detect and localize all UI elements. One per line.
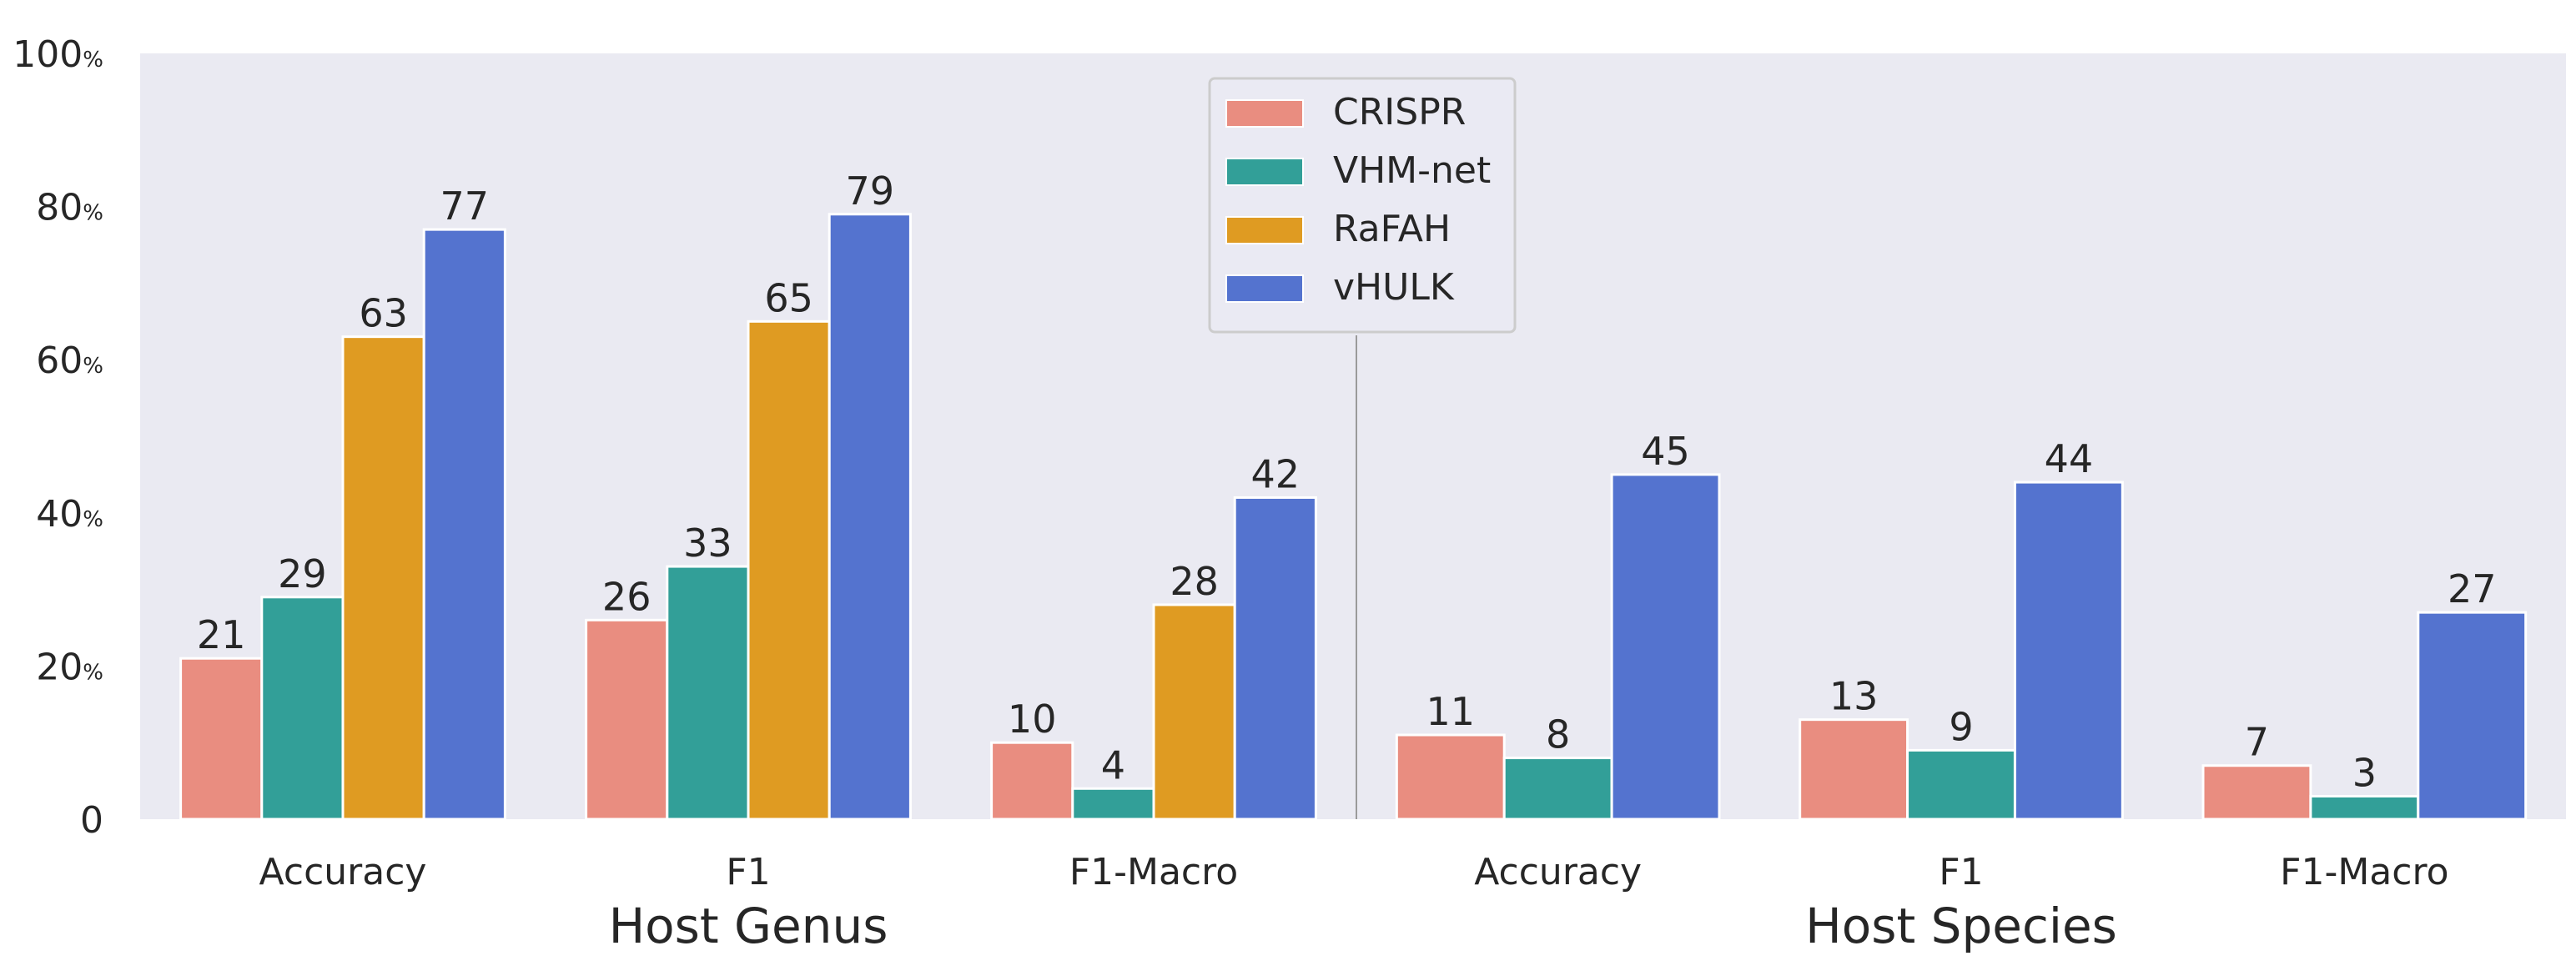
x-tick-label: Accuracy (259, 851, 427, 893)
bar-value-label: 29 (278, 551, 327, 596)
bar (585, 618, 669, 821)
x-tick-label: F1 (726, 851, 770, 893)
bar-value-label: 28 (1170, 559, 1219, 604)
bars (179, 213, 2528, 821)
x-tick-label: F1-Macro (1069, 851, 1238, 893)
legend-box (1208, 77, 1517, 334)
y-tick-label: 100% (13, 33, 103, 76)
bar-value-label: 9 (1949, 704, 1973, 749)
y-tick-label: 80% (36, 187, 103, 229)
bar-value-label: 42 (1251, 451, 1301, 496)
bar-value-label: 65 (764, 275, 813, 320)
x-tick-label: F1 (1939, 851, 1983, 893)
y-tick-label: 20% (36, 646, 103, 688)
bar (179, 657, 264, 821)
y-axis: 020%40%60%80%100% (13, 33, 103, 842)
bar-value-label: 4 (1101, 742, 1125, 787)
bar (1233, 496, 1317, 821)
legend-label: vHULK (1333, 266, 1455, 309)
value-labels: 21 29 63 77 26 33 65 79 10 4 28 42 11 8 45 13 9 44 7 3 27 (197, 169, 2497, 796)
bar (2417, 611, 2528, 821)
bar-value-label: 63 (359, 291, 408, 336)
group-label: Host Species (1805, 898, 2117, 954)
legend-label: VHM-net (1333, 149, 1491, 192)
y-tick-label: 0 (80, 799, 103, 842)
y-tick-label: 40% (36, 493, 103, 536)
bar (260, 596, 345, 821)
bar-value-label: 21 (197, 612, 246, 657)
y-tick-value: 40 (36, 493, 83, 536)
bar (2013, 480, 2124, 821)
bar (1395, 733, 1506, 821)
y-tick-value: 0 (80, 799, 103, 842)
bar (1502, 757, 1613, 821)
bar (341, 335, 425, 821)
bar (747, 319, 831, 821)
x-tick-label: F1-Macro (2280, 851, 2448, 893)
bar (2201, 764, 2312, 821)
y-tick-value: 80 (36, 187, 83, 229)
y-tick-label: 60% (36, 340, 103, 382)
bar (990, 741, 1074, 821)
bar-value-label: 8 (1546, 712, 1570, 757)
legend-label: CRISPR (1333, 91, 1466, 133)
y-tick-unit: % (83, 201, 103, 226)
bar-value-label: 33 (683, 521, 732, 566)
bar-value-label: 79 (846, 169, 895, 214)
x-axis: Accuracy F1 F1-Macro Host Genus Accuracy F1 F1… (259, 851, 2449, 954)
bar-value-label: 13 (1829, 674, 1879, 719)
bar-value-label: 3 (2352, 750, 2377, 795)
y-tick-unit: % (83, 507, 103, 532)
legend-swatch (1225, 216, 1304, 244)
y-tick-value: 60 (36, 340, 83, 382)
bar (828, 213, 912, 821)
x-tick-label: Accuracy (1474, 851, 1642, 893)
y-tick-unit: % (83, 660, 103, 685)
bar-value-label: 11 (1426, 689, 1476, 734)
y-tick-value: 20 (36, 646, 83, 688)
bar (1799, 718, 1909, 821)
bar-value-label: 7 (2245, 720, 2269, 765)
y-tick-value: 100 (13, 33, 83, 76)
bar (666, 565, 750, 821)
legend-label: RaFAH (1333, 208, 1451, 250)
bar-value-label: 26 (602, 574, 652, 619)
bar-value-label: 45 (1641, 429, 1690, 474)
bar-value-label: 77 (440, 184, 490, 229)
bar-value-label: 10 (1008, 697, 1057, 742)
bar-value-label: 44 (2045, 436, 2094, 481)
legend: CRISPR VHM-net RaFAH vHULK (1208, 77, 1517, 334)
bar (1906, 748, 2016, 821)
y-tick-unit: % (83, 354, 103, 379)
bar (1071, 787, 1155, 821)
legend-swatch (1225, 274, 1304, 303)
bar (1610, 473, 1721, 821)
legend-swatch (1225, 158, 1304, 186)
bar-value-label: 27 (2448, 566, 2497, 611)
bar (1152, 603, 1236, 821)
bar (2309, 794, 2420, 821)
legend-swatch (1225, 99, 1304, 128)
bar (422, 228, 506, 821)
group-label: Host Genus (609, 898, 888, 954)
y-tick-unit: % (83, 48, 103, 73)
